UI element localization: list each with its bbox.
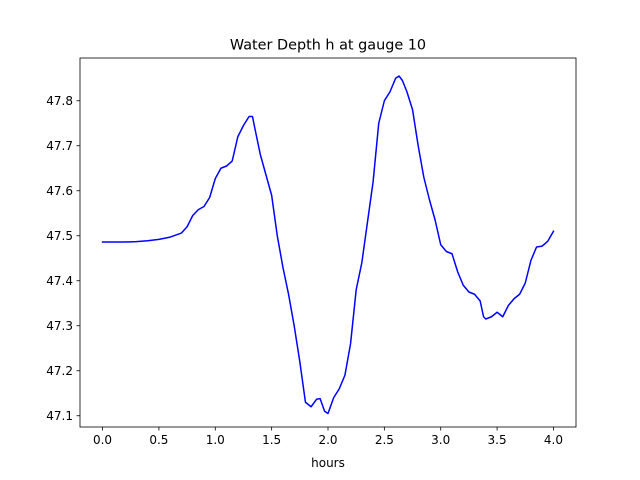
- y-tick-label: 47.7: [46, 139, 73, 153]
- x-axis-label: hours: [311, 456, 345, 470]
- plot-area: [79, 57, 577, 428]
- x-tick-label: 1.5: [262, 433, 281, 447]
- x-axis: 0.0 0.5 1.0 1.5 2.0 2.5 3.0 3.5 4.0: [93, 427, 563, 447]
- y-tick-label: 47.8: [46, 94, 73, 108]
- x-tick-label: 2.5: [375, 433, 394, 447]
- y-tick-label: 47.6: [46, 184, 73, 198]
- axes-frame: [79, 57, 577, 428]
- x-tick-label: 3.0: [431, 433, 450, 447]
- y-tick-label: 47.3: [46, 319, 73, 333]
- y-tick-label: 47.1: [46, 409, 73, 423]
- x-tick-label: 4.0: [544, 433, 563, 447]
- x-tick-label: 0.5: [149, 433, 168, 447]
- chart-title: Water Depth h at gauge 10: [230, 38, 426, 54]
- x-tick-label: 2.0: [318, 433, 337, 447]
- x-tick-label: 1.0: [206, 433, 225, 447]
- y-axis: 47.1 47.2 47.3 47.4 47.5 47.6 47.7 47.8: [46, 94, 80, 423]
- y-tick-label: 47.2: [46, 364, 73, 378]
- y-tick-label: 47.5: [46, 229, 73, 243]
- x-tick-label: 0.0: [93, 433, 112, 447]
- x-tick-label: 3.5: [488, 433, 507, 447]
- y-tick-label: 47.4: [46, 274, 73, 288]
- series-line-0: [101, 75, 555, 415]
